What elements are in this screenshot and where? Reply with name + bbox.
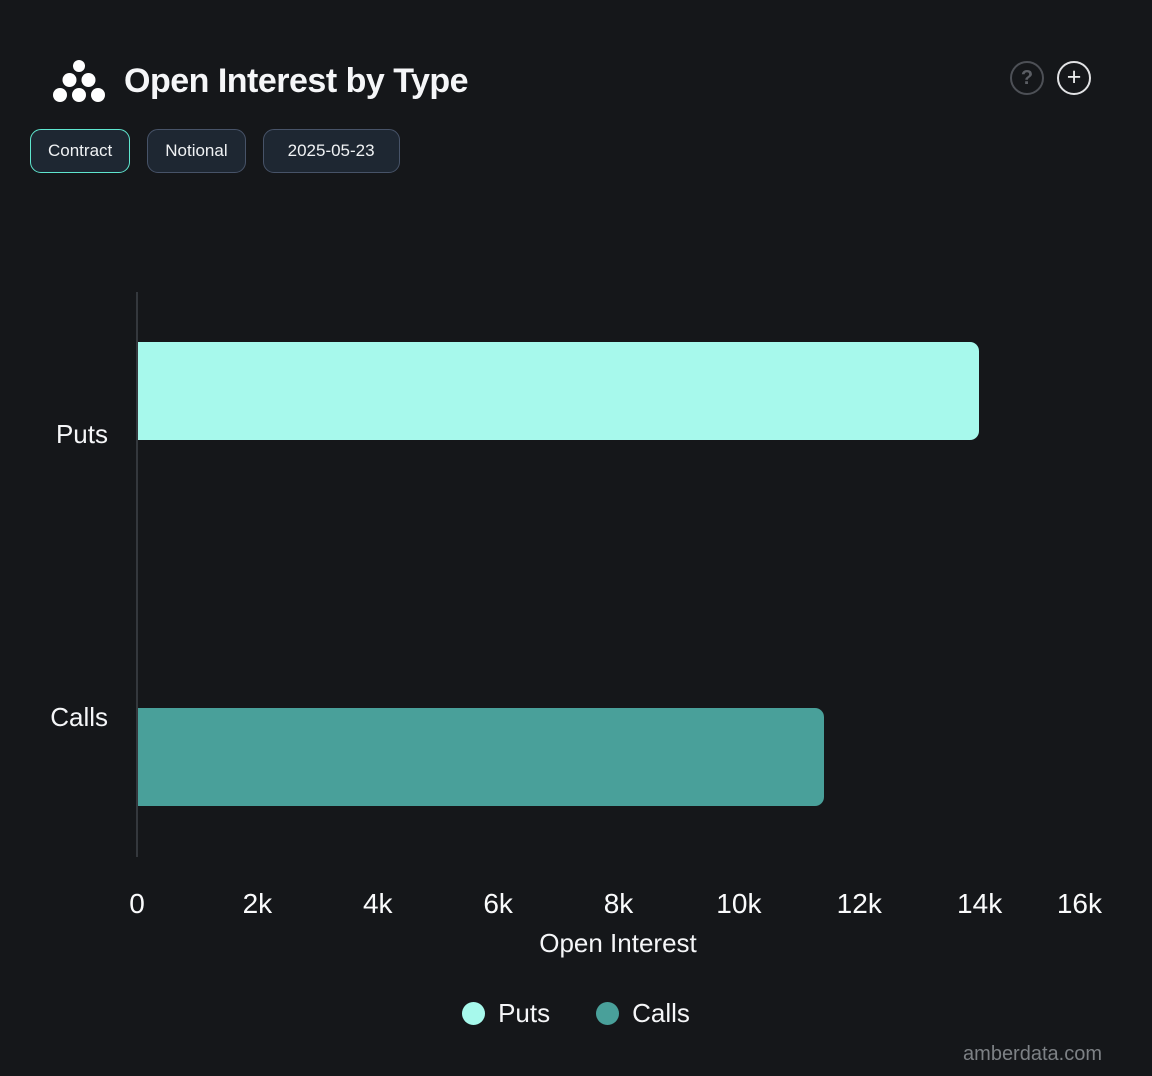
x-tick-8k: 8k: [603, 888, 634, 919]
legend-swatch-puts: [462, 1002, 486, 1025]
toolbar: Contract Notional 2025-05-23: [30, 129, 400, 173]
legend-label: Puts: [498, 998, 551, 1028]
y-axis-label-puts: Puts: [55, 419, 108, 449]
legend-item-puts[interactable]: Puts: [462, 998, 550, 1029]
date-picker-button[interactable]: 2025-05-23: [262, 129, 400, 173]
legend-swatch-calls: [596, 1002, 620, 1025]
bar-puts[interactable]: [138, 342, 979, 440]
y-axis-line: [136, 292, 138, 857]
help-icon[interactable]: ?: [1010, 61, 1044, 95]
y-axis-label-calls: Calls: [50, 702, 108, 732]
legend-label: Calls: [632, 998, 690, 1028]
x-tick-4k: 4k: [362, 888, 393, 919]
x-tick-6k: 6k: [483, 888, 513, 919]
add-icon[interactable]: +: [1057, 61, 1091, 95]
x-tick-12k: 12k: [836, 888, 882, 919]
x-tick-14k: 14k: [957, 888, 1003, 919]
x-tick-2k: 2k: [242, 888, 273, 919]
bar-calls[interactable]: [138, 708, 824, 806]
x-axis-title: Open Interest: [539, 928, 697, 958]
x-tick-10k: 10k: [716, 888, 762, 919]
header-actions: ? +: [1010, 61, 1091, 95]
page-title: Open Interest by Type: [124, 61, 469, 100]
watermark: amberdata.com: [963, 1043, 1102, 1065]
amberdata-logo-icon: [53, 60, 105, 102]
x-tick-16k: 16k: [1056, 888, 1102, 919]
header: Open Interest by Type: [52, 58, 469, 104]
legend-item-calls[interactable]: Calls: [596, 998, 690, 1029]
contract-toggle-button[interactable]: Contract: [30, 129, 131, 173]
notional-toggle-button[interactable]: Notional: [147, 129, 246, 173]
legend: Puts Calls: [0, 998, 1152, 1029]
x-tick-0: 0: [129, 888, 145, 919]
